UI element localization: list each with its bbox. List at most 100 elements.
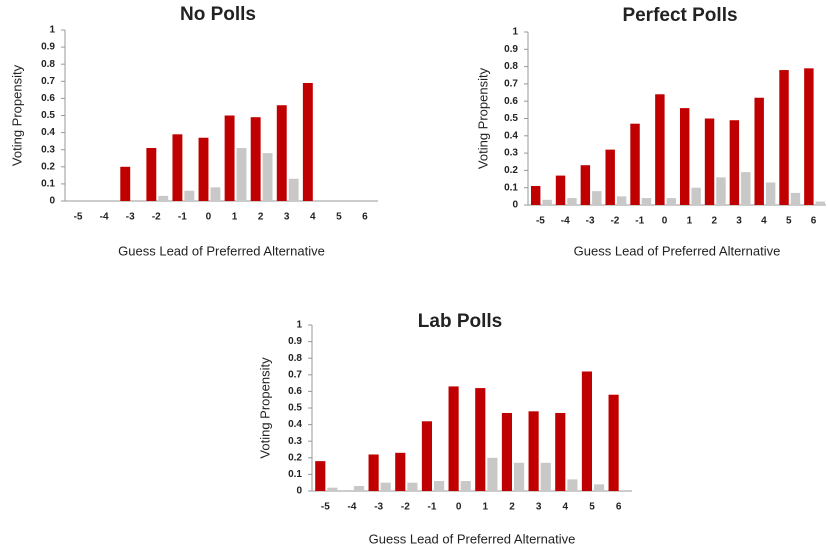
y-tick-label: 0.8 — [504, 61, 518, 72]
bar — [288, 178, 299, 201]
chart-title: Lab Polls — [418, 311, 502, 332]
bar — [368, 454, 379, 491]
y-tick-label: 0.5 — [504, 113, 518, 124]
bar — [608, 394, 619, 491]
y-tick-label: 0.7 — [288, 369, 302, 380]
bar — [276, 105, 287, 201]
x-tick-label: 1 — [687, 216, 693, 227]
x-tick-label: 6 — [811, 216, 817, 227]
bar — [146, 147, 157, 201]
y-axis-label: Voting Propensity — [475, 67, 490, 169]
x-tick-label: 2 — [509, 502, 515, 513]
bar — [120, 166, 131, 201]
bar — [581, 371, 592, 491]
x-tick-label: -1 — [635, 216, 644, 227]
y-tick-label: 0.5 — [288, 403, 302, 414]
y-tick-label: 0.3 — [504, 148, 518, 159]
x-tick-label: 4 — [563, 502, 569, 513]
x-tick-label: -5 — [536, 216, 545, 227]
bar — [765, 182, 776, 205]
x-tick-label: -4 — [561, 216, 570, 227]
bar — [315, 461, 326, 491]
x-tick-label: -1 — [178, 212, 187, 223]
y-tick-label: 0.6 — [41, 93, 55, 104]
bar — [210, 187, 221, 201]
bar — [567, 198, 577, 205]
bar — [514, 462, 525, 491]
bar — [407, 482, 418, 491]
y-tick-label: 0.4 — [41, 127, 55, 138]
x-tick-label: 5 — [336, 212, 342, 223]
y-tick-label: 0.2 — [41, 161, 55, 172]
bar — [741, 172, 751, 205]
y-tick-label: 0 — [49, 196, 55, 207]
bar — [666, 198, 677, 205]
chart-title: Perfect Polls — [622, 5, 737, 26]
bar — [716, 177, 726, 205]
y-tick-label: 0.3 — [288, 436, 302, 447]
x-axis-label: Guess Lead of Preferred Alternative — [118, 243, 325, 258]
bar — [679, 108, 690, 205]
y-tick-label: 1 — [296, 320, 302, 331]
y-tick-label: 0.6 — [288, 386, 302, 397]
y-tick-label: 0.8 — [41, 59, 55, 70]
y-tick-label: 0.9 — [41, 42, 55, 53]
y-tick-label: 0.9 — [504, 44, 518, 55]
x-tick-label: -2 — [401, 502, 410, 513]
y-tick-label: 0.1 — [288, 469, 302, 480]
bar — [198, 137, 209, 201]
y-axis-label: Voting Propensity — [257, 357, 272, 459]
y-tick-label: 0.9 — [288, 336, 302, 347]
bar — [630, 123, 640, 205]
x-tick-label: 0 — [456, 502, 462, 513]
bar — [395, 452, 406, 491]
y-tick-label: 0.6 — [504, 96, 518, 107]
x-tick-label: 5 — [589, 502, 595, 513]
y-tick-label: 0.2 — [504, 165, 518, 176]
bar — [475, 388, 486, 491]
y-tick-label: 0.4 — [288, 419, 302, 430]
bar — [172, 134, 183, 201]
bar — [641, 198, 652, 205]
chart-title: No Polls — [180, 4, 256, 25]
bar — [605, 149, 615, 205]
y-tick-label: 0.1 — [41, 179, 55, 190]
x-tick-label: 5 — [786, 216, 792, 227]
x-tick-label: -4 — [348, 502, 357, 513]
x-axis-label: Guess Lead of Preferred Alternative — [369, 531, 576, 546]
bar — [655, 94, 665, 205]
x-tick-label: -5 — [74, 212, 83, 223]
x-tick-label: 3 — [536, 502, 542, 513]
bar — [327, 487, 338, 491]
y-tick-label: 0.8 — [288, 353, 302, 364]
bar — [594, 484, 605, 491]
x-tick-label: 2 — [711, 216, 717, 227]
x-tick-label: -2 — [152, 212, 161, 223]
y-tick-label: 0.3 — [41, 144, 55, 155]
x-tick-label: -2 — [610, 216, 619, 227]
x-tick-label: 0 — [662, 216, 668, 227]
x-tick-label: 2 — [258, 212, 264, 223]
x-tick-label: 1 — [232, 212, 238, 223]
bar — [302, 83, 313, 201]
bar — [380, 482, 391, 491]
y-tick-label: 0.4 — [504, 130, 518, 141]
bar — [250, 117, 261, 201]
y-tick-label: 0 — [512, 200, 518, 211]
y-tick-label: 0.5 — [41, 110, 55, 121]
bar — [354, 486, 365, 491]
bar — [460, 481, 471, 491]
bar — [567, 479, 578, 491]
bar — [555, 412, 566, 491]
y-tick-label: 0.1 — [504, 182, 518, 193]
bar — [804, 68, 814, 205]
x-tick-label: -1 — [428, 502, 437, 513]
bar — [530, 185, 541, 205]
bar — [704, 118, 715, 205]
x-tick-label: -3 — [586, 216, 595, 227]
x-tick-label: 6 — [616, 502, 622, 513]
bar — [580, 165, 591, 205]
bar — [158, 195, 169, 201]
bar — [691, 187, 701, 205]
